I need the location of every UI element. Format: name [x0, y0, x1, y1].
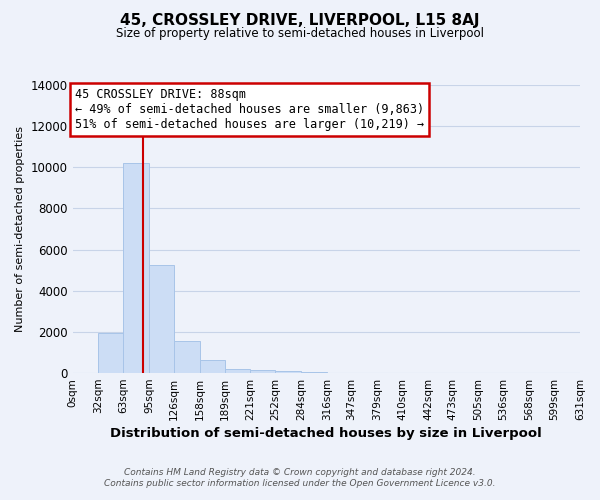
Text: Contains HM Land Registry data © Crown copyright and database right 2024.
Contai: Contains HM Land Registry data © Crown c… [104, 468, 496, 487]
Text: 45, CROSSLEY DRIVE, LIVERPOOL, L15 8AJ: 45, CROSSLEY DRIVE, LIVERPOOL, L15 8AJ [120, 12, 480, 28]
Bar [224, 368, 250, 373]
Bar [250, 370, 275, 373]
Text: 45 CROSSLEY DRIVE: 88sqm
← 49% of semi-detached houses are smaller (9,863)
51% o: 45 CROSSLEY DRIVE: 88sqm ← 49% of semi-d… [75, 88, 424, 131]
Bar [200, 360, 224, 373]
Bar [174, 340, 200, 373]
Text: Size of property relative to semi-detached houses in Liverpool: Size of property relative to semi-detach… [116, 28, 484, 40]
Bar [301, 372, 326, 373]
Bar [275, 372, 301, 373]
X-axis label: Distribution of semi-detached houses by size in Liverpool: Distribution of semi-detached houses by … [110, 427, 542, 440]
Bar [123, 163, 149, 373]
Bar [149, 265, 174, 373]
Y-axis label: Number of semi-detached properties: Number of semi-detached properties [15, 126, 25, 332]
Bar [98, 333, 123, 373]
